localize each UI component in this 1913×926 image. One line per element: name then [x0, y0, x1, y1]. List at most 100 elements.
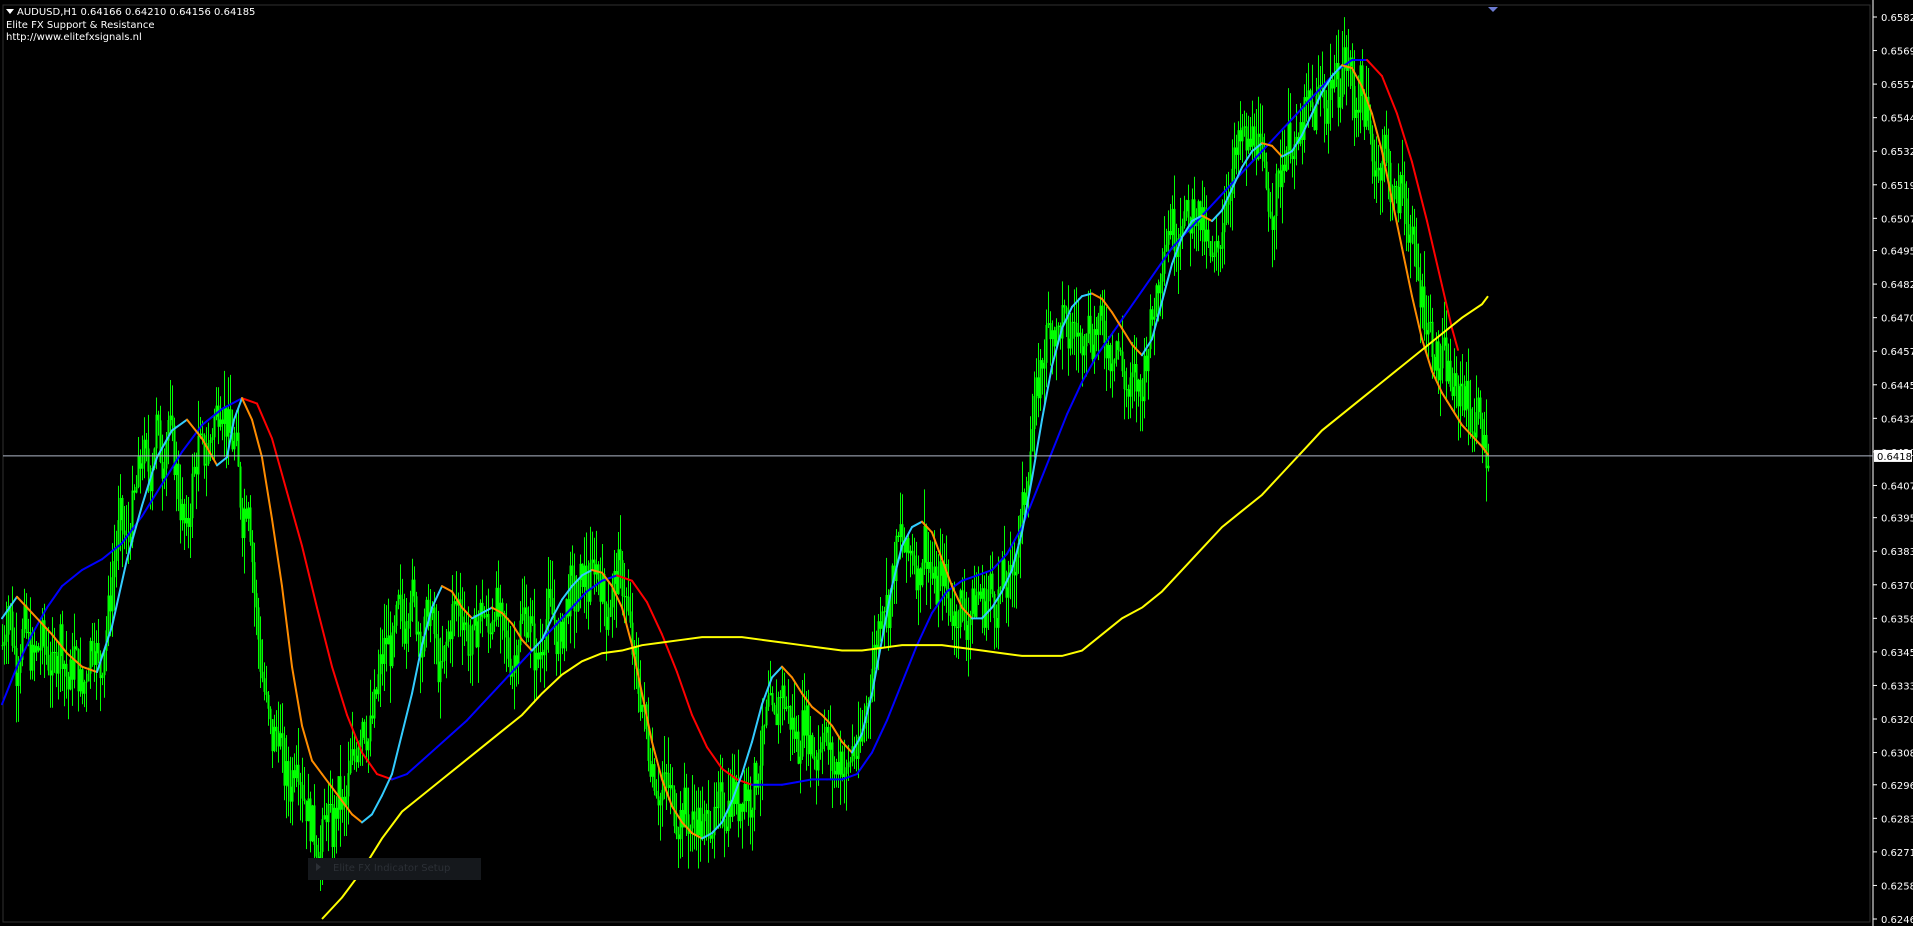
candle-body: [1, 645, 4, 647]
candle-body: [1189, 217, 1192, 234]
candle-body: [1141, 396, 1144, 402]
fast-ma-segment: [1421, 338, 1433, 373]
candle-body: [1269, 211, 1272, 218]
candle-body: [155, 414, 158, 449]
candle-body: [795, 731, 798, 739]
candle-body: [351, 749, 354, 761]
candle-body: [1081, 335, 1084, 356]
candle-body: [1291, 156, 1294, 160]
candle-body: [717, 791, 720, 809]
slow-ma-segment: [796, 778, 813, 784]
candle-body: [77, 649, 80, 692]
slow-ma-segment: [931, 590, 948, 614]
candle-body: [41, 620, 44, 648]
candle-body: [547, 588, 550, 620]
candle-body: [121, 497, 124, 531]
candle-body: [705, 810, 708, 814]
candle-body: [243, 508, 246, 539]
candle-body: [1459, 383, 1462, 407]
candle-body: [1107, 345, 1110, 359]
candle-body: [175, 463, 178, 476]
fast-ma-segment: [341, 799, 353, 816]
candle-body: [1227, 201, 1230, 205]
candle-body: [553, 614, 556, 621]
candle-body: [1333, 79, 1336, 89]
candle-body: [1361, 65, 1364, 97]
candle-body: [1381, 161, 1384, 181]
candle-body: [1123, 371, 1126, 390]
candle-body: [1423, 286, 1426, 331]
fast-ma-segment: [631, 644, 643, 695]
candle-body: [1273, 215, 1276, 230]
candle-body: [57, 656, 60, 674]
fast-ma-segment: [1101, 297, 1113, 314]
candle-body: [1403, 183, 1406, 199]
candle-body: [847, 762, 850, 768]
candle-body: [35, 646, 38, 653]
candle-body: [443, 645, 446, 661]
candle-body: [273, 726, 276, 752]
candle-body: [1147, 349, 1150, 372]
candle-body: [1135, 364, 1138, 392]
slow-ma-segment: [1096, 332, 1113, 357]
candle-body: [699, 807, 702, 838]
candle-body: [1399, 175, 1402, 214]
candle-body: [965, 620, 968, 640]
candle-body: [855, 756, 858, 759]
candle-body: [485, 614, 488, 618]
candle-body: [899, 524, 902, 538]
slow-ma-segment: [646, 601, 663, 636]
candle-body: [1031, 429, 1034, 452]
candle-body: [241, 507, 244, 539]
slow-ma-segment: [586, 579, 603, 593]
y-tick-label: 0.65695: [1881, 47, 1913, 58]
candle-body: [739, 803, 742, 822]
candle-body: [1145, 355, 1148, 372]
candle-body: [157, 414, 160, 421]
candle-body: [195, 466, 198, 475]
fast-ma-segment: [226, 418, 235, 459]
candle-body: [261, 671, 264, 679]
candle-body: [1125, 389, 1128, 391]
y-tick-label: 0.62835: [1881, 814, 1913, 825]
candle-body: [709, 835, 712, 839]
candle-body: [479, 602, 482, 622]
slow-ma-segment: [181, 424, 203, 453]
candle-body: [1225, 204, 1228, 223]
slow-ma-segment: [661, 633, 678, 674]
candle-body: [483, 616, 486, 618]
candle-body: [511, 673, 514, 677]
indicator-url[interactable]: http://www.elitefxsignals.nl: [6, 32, 142, 43]
candle-body: [897, 535, 900, 538]
candle-body: [1375, 170, 1378, 177]
indicator-setup-panel[interactable]: Elite FX Indicator Setup: [308, 858, 481, 880]
candle-body: [715, 806, 718, 809]
candle-body: [1017, 543, 1020, 558]
fast-ma-segment: [141, 456, 158, 507]
slow-ma-segment: [556, 606, 573, 625]
candle-body: [1075, 322, 1078, 337]
fast-ma-segment: [691, 832, 703, 840]
candle-body: [797, 731, 800, 764]
candle-body: [975, 595, 978, 617]
fast-ma-segment: [261, 456, 273, 521]
candle-body: [1241, 127, 1244, 142]
candle-body: [1203, 207, 1206, 242]
candle-body: [687, 814, 690, 834]
candle-body: [591, 559, 594, 563]
collapse-triangle-icon[interactable]: [6, 9, 14, 14]
candle-body: [179, 499, 182, 521]
slow-ma-segment: [391, 773, 408, 781]
candle-body: [655, 790, 658, 797]
slow-ma-segment: [616, 574, 633, 582]
candle-body: [857, 736, 860, 759]
candle-body: [1039, 360, 1042, 399]
candle-body: [305, 800, 308, 822]
candle-body: [1445, 337, 1448, 382]
fast-ma-segment: [991, 590, 1003, 609]
candle-body: [1261, 136, 1264, 153]
fast-ma-segment: [1351, 67, 1363, 88]
candle-body: [1091, 344, 1094, 360]
